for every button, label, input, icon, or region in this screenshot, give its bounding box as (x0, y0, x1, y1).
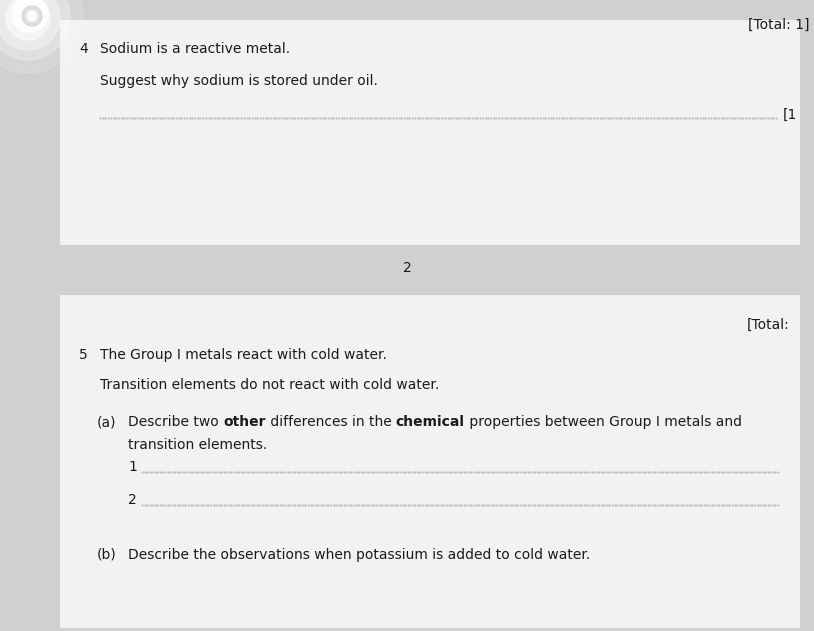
Text: (a): (a) (97, 415, 116, 429)
Circle shape (0, 0, 70, 60)
Text: Describe two: Describe two (128, 415, 223, 429)
Text: Transition elements do not react with cold water.: Transition elements do not react with co… (100, 378, 440, 392)
Circle shape (12, 0, 48, 32)
Text: 5: 5 (79, 348, 88, 362)
Circle shape (22, 6, 42, 26)
Circle shape (0, 0, 83, 73)
Text: 2: 2 (128, 493, 137, 507)
Bar (60, 295, 800, 628)
Bar (60, 20, 800, 245)
Text: differences in the: differences in the (265, 415, 396, 429)
Text: 2: 2 (403, 261, 411, 275)
Text: [Total:: [Total: (747, 318, 790, 332)
Text: (b): (b) (96, 548, 116, 562)
Text: Sodium is a reactive metal.: Sodium is a reactive metal. (100, 42, 290, 56)
Text: Suggest why sodium is stored under oil.: Suggest why sodium is stored under oil. (100, 74, 378, 88)
Text: transition elements.: transition elements. (128, 438, 267, 452)
Text: 1: 1 (128, 460, 137, 474)
Circle shape (0, 0, 60, 50)
Text: other: other (223, 415, 265, 429)
Text: The Group I metals react with cold water.: The Group I metals react with cold water… (100, 348, 387, 362)
Text: Describe the observations when potassium is added to cold water.: Describe the observations when potassium… (128, 548, 590, 562)
Text: [Total: 1]: [Total: 1] (749, 18, 810, 32)
Circle shape (27, 11, 37, 21)
Text: 4: 4 (79, 42, 88, 56)
Text: [1: [1 (783, 108, 798, 122)
Text: chemical: chemical (396, 415, 465, 429)
Text: properties between Group I metals and: properties between Group I metals and (465, 415, 742, 429)
Circle shape (6, 0, 50, 40)
